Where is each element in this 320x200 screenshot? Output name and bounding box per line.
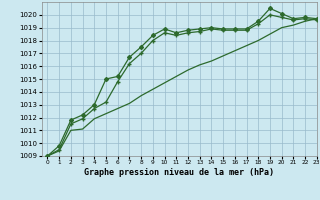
X-axis label: Graphe pression niveau de la mer (hPa): Graphe pression niveau de la mer (hPa)	[84, 168, 274, 177]
